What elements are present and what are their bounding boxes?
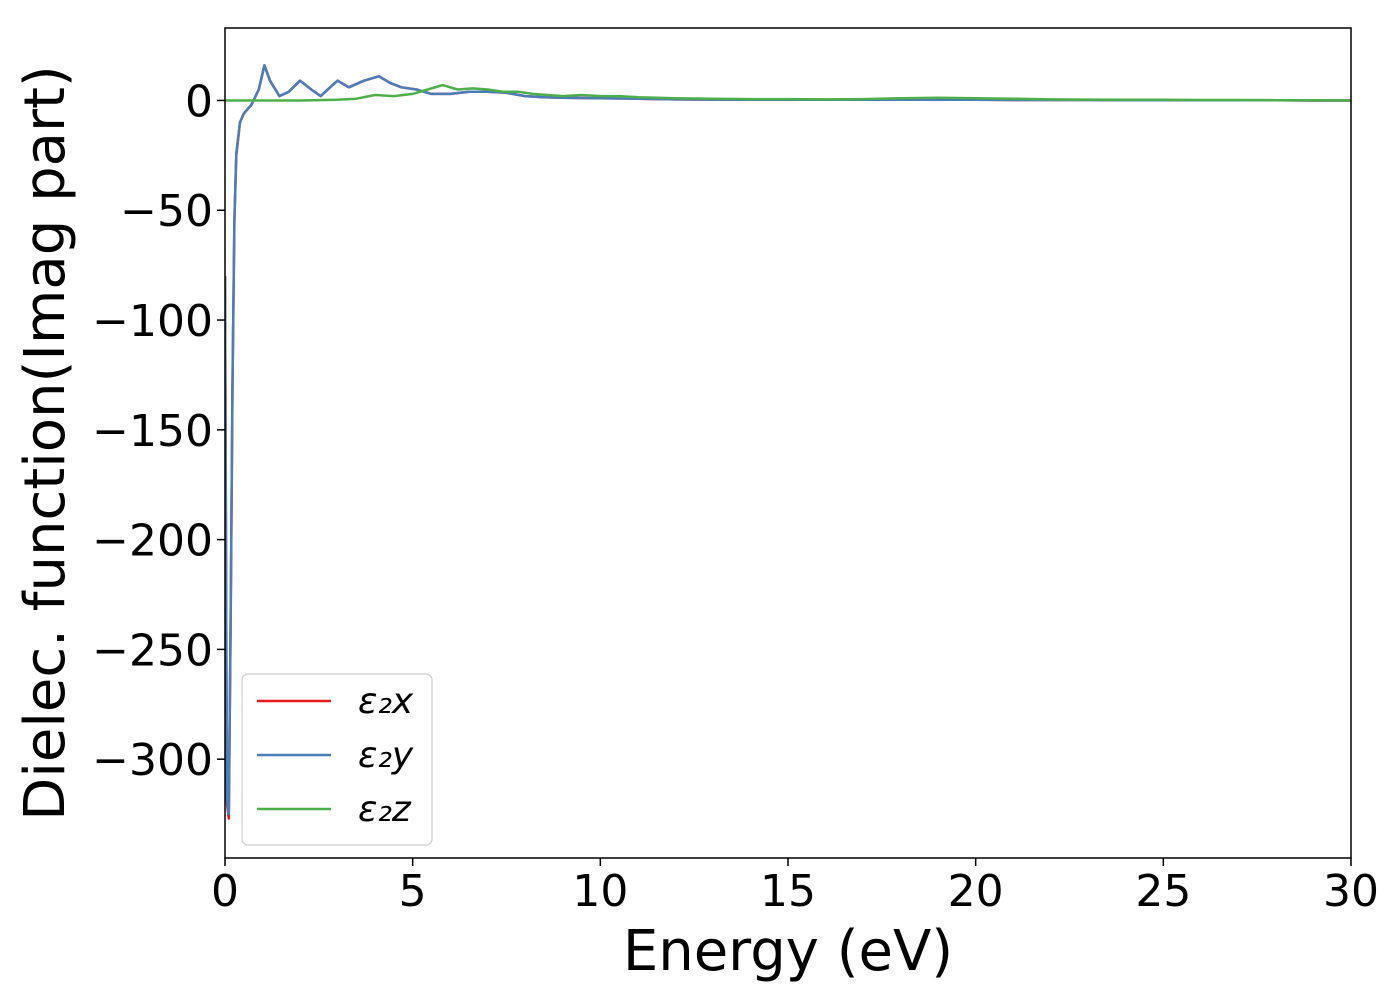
y-axis-title: Dielec. function(Imag part): [13, 65, 78, 821]
series-line-2: [225, 83, 1351, 102]
x-tick-label: 10: [572, 866, 628, 917]
series-line-1: [225, 64, 1351, 816]
x-axis-title: Energy (eV): [623, 919, 953, 984]
series-layer: [225, 64, 1351, 820]
x-tick-label: 25: [1135, 866, 1191, 917]
legend: ε₂x ε₂y ε₂z: [241, 673, 433, 846]
y-tick-label: −300: [92, 735, 213, 786]
y-tick-label: 0: [185, 76, 213, 127]
x-tick-label: 15: [760, 866, 816, 917]
legend-label-0: ε₂x: [358, 681, 414, 722]
x-tick-label: 20: [948, 866, 1004, 917]
legend-label-2: ε₂z: [358, 789, 412, 830]
legend-label-1: ε₂y: [358, 735, 414, 776]
y-axis-ticks: 0 −50 −100 −150 −200 −250 −300: [92, 76, 225, 786]
x-tick-label: 30: [1323, 866, 1379, 917]
y-tick-label: −50: [120, 186, 213, 237]
x-axis-ticks: 0 5 10 15 20 25 30: [211, 858, 1379, 917]
y-tick-label: −150: [92, 406, 213, 457]
x-tick-label: 5: [399, 866, 427, 917]
legend-box: [241, 673, 433, 846]
y-tick-label: −250: [92, 625, 213, 676]
x-tick-label: 0: [211, 866, 239, 917]
y-tick-label: −200: [92, 516, 213, 567]
y-tick-label: −100: [92, 296, 213, 347]
